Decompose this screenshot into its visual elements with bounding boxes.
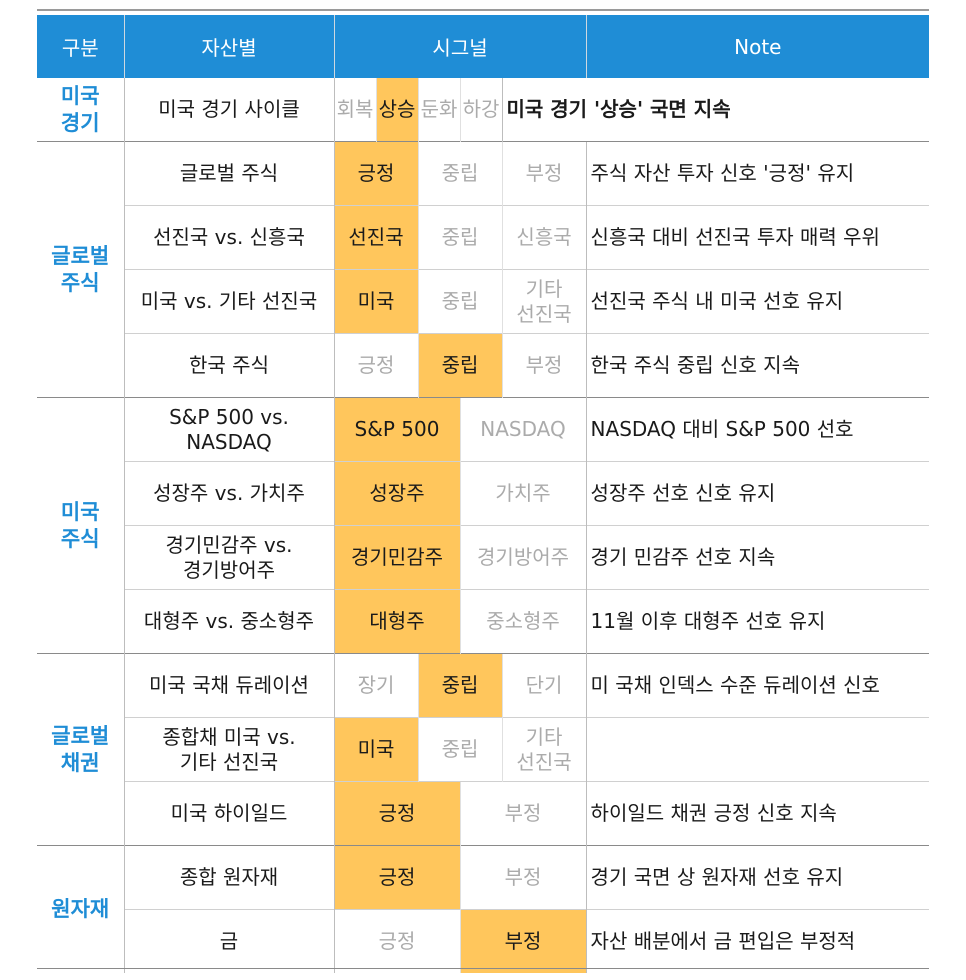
signal-cell: 긍정	[334, 845, 460, 910]
asset-label: 성장주 vs. 가치주	[124, 461, 335, 526]
category-label: 미국 주식	[37, 397, 125, 654]
signal-cell: 경기방어주	[459, 525, 587, 590]
table-row: 글로벌 주식 글로벌 주식 긍정 중립 부정 주식 자산 투자 신호 '긍정' 유지	[37, 141, 930, 398]
category-label: 원자재	[37, 845, 125, 973]
signal-cell: 미국	[334, 269, 418, 334]
asset-label: 한국 주식	[124, 333, 335, 398]
table-row: 성장주 vs. 가치주 성장주 가치주 성장주 선호 신호 유지	[37, 461, 930, 526]
signal-cell: 장기	[334, 653, 418, 718]
signal-cell: 중립	[417, 717, 502, 782]
note-text: 주식 자산 투자 신호 '긍정' 유지	[585, 141, 930, 206]
table-row: 글로벌 채권 미국 국채 듀레이션 장기 중립 단기 미 국채 인덱스 수준 듀레이션 신…	[37, 653, 930, 846]
asset-label: 종합채 미국 vs. 기타 선진국	[124, 717, 335, 782]
table-row: 대형주 vs. 중소형주 대형주 중소형주 11월 이후 대형주 선호 유지	[37, 589, 930, 654]
signal-cell: 선진국	[334, 205, 418, 270]
asset-label: 미국 vs. 기타 선진국	[124, 269, 335, 334]
signal-cell: 상승	[375, 78, 418, 142]
bottom-rule	[37, 968, 929, 969]
asset-label: 선진국 vs. 신흥국	[124, 205, 335, 270]
header-note: Note	[585, 15, 930, 78]
header-row: 구분 자산별 시그널 Note	[37, 15, 930, 78]
note-text: 성장주 선호 신호 유지	[585, 461, 930, 526]
category-label: 글로벌 채권	[37, 653, 125, 846]
asset-label: 미국 국채 듀레이션	[124, 653, 335, 718]
note-text: 11월 이후 대형주 선호 유지	[585, 589, 930, 654]
asset-label: 대형주 vs. 중소형주	[124, 589, 335, 654]
signal-cell: 긍정	[334, 333, 418, 398]
header-asset: 자산별	[123, 15, 334, 78]
category-label: 미국 경기	[37, 78, 125, 142]
asset-label: 금	[124, 909, 335, 973]
note-text: 신흥국 대비 선진국 투자 매력 우위	[585, 205, 930, 270]
asset-label: 미국 경기 사이클	[124, 78, 335, 142]
signal-table: 구분 자산별 시그널 Note 미국 경기 미국 경기 사이클 회복 상승 둔화 하강 미국…	[37, 15, 930, 973]
note-text: 미 국채 인덱스 수준 듀레이션 신호	[585, 653, 930, 718]
signal-cell: 부정	[459, 909, 587, 973]
header-signal: 시그널	[333, 15, 587, 78]
signal-cell: 중립	[417, 269, 502, 334]
table-row: 경기민감주 vs. 경기방어주 경기민감주 경기방어주 경기 민감주 선호 지속	[37, 525, 930, 590]
signal-cell: 둔화	[417, 78, 460, 142]
signal-cell: 부정	[501, 333, 587, 398]
signal-cell: 부정	[459, 781, 587, 846]
note-text: 경기 민감주 선호 지속	[585, 525, 930, 590]
signal-cell: 하강	[459, 78, 502, 142]
signal-cell: 경기민감주	[334, 525, 460, 590]
table-row: 선진국 vs. 신흥국 선진국 중립 신흥국 신흥국 대비 선진국 투자 매력 우위	[37, 205, 930, 270]
signal-cell: 중소형주	[459, 589, 587, 654]
signal-cell: 중립	[417, 205, 502, 270]
note-text: 한국 주식 중립 신호 지속	[585, 333, 930, 398]
asset-label: 글로벌 주식	[124, 141, 335, 206]
table-row: 미국 vs. 기타 선진국 미국 중립 기타 선진국 선진국 주식 내 미국 선호 유지	[37, 269, 930, 334]
note-text: 미국 경기 '상승' 국면 지속	[501, 78, 731, 142]
asset-label: S&P 500 vs. NASDAQ	[124, 397, 335, 462]
table-row: 미국 경기 미국 경기 사이클 회복 상승 둔화 하강 미국 경기 '상승' 국면 지속	[37, 78, 929, 142]
signal-cell: 회복	[336, 97, 374, 121]
note-text: 자산 배분에서 금 편입은 부정적	[585, 909, 930, 973]
category-label: 글로벌 주식	[37, 141, 125, 398]
signal-cell: 중립	[417, 653, 502, 718]
table-row: 종합채 미국 vs. 기타 선진국 미국 중립 기타 선진국	[37, 717, 930, 782]
note-text: 경기 국면 상 원자재 선호 유지	[585, 845, 930, 910]
signal-cell: 긍정	[334, 141, 418, 206]
note-text: NASDAQ 대비 S&P 500 선호	[585, 397, 930, 462]
signal-cell: S&P 500	[334, 397, 460, 462]
signal-cell: 부정	[459, 845, 587, 910]
table-row: 미국 주식 S&P 500 vs. NASDAQ S&P 500 NASDAQ NASD…	[37, 397, 930, 654]
asset-label: 경기민감주 vs. 경기방어주	[124, 525, 335, 590]
signal-cell: 긍정	[334, 781, 460, 846]
signal-cell: 미국	[334, 717, 418, 782]
signal-cell: 가치주	[459, 461, 587, 526]
signal-cell: 성장주	[334, 461, 460, 526]
table-row: 미국 하이일드 긍정 부정 하이일드 채권 긍정 신호 지속	[37, 781, 930, 846]
asset-label: 미국 하이일드	[124, 781, 335, 846]
signal-cell: 중립	[417, 141, 502, 206]
signal-cell: 신흥국	[501, 205, 587, 270]
header-category: 구분	[37, 15, 124, 78]
signal-cell: 단기	[501, 653, 587, 718]
signal-cell: 기타 선진국	[501, 269, 587, 334]
table-row: 한국 주식 긍정 중립 부정 한국 주식 중립 신호 지속	[37, 333, 930, 398]
table-row: 원자재 종합 원자재 긍정 부정 경기 국면 상 원자재 선호 유지	[37, 845, 930, 973]
top-rule	[37, 9, 929, 11]
signal-cell: 부정	[501, 141, 587, 206]
signal-cell: NASDAQ	[459, 397, 587, 462]
signal-cell: 중립	[417, 333, 502, 398]
signal-cell: 대형주	[334, 589, 460, 654]
note-text: 하이일드 채권 긍정 신호 지속	[585, 781, 930, 846]
note-text	[585, 717, 930, 782]
signal-cell: 긍정	[334, 909, 460, 973]
asset-label: 종합 원자재	[124, 845, 335, 910]
table-row: 금 긍정 부정 자산 배분에서 금 편입은 부정적	[37, 909, 930, 973]
signal-cell: 기타 선진국	[501, 717, 587, 782]
note-text: 선진국 주식 내 미국 선호 유지	[585, 269, 930, 334]
